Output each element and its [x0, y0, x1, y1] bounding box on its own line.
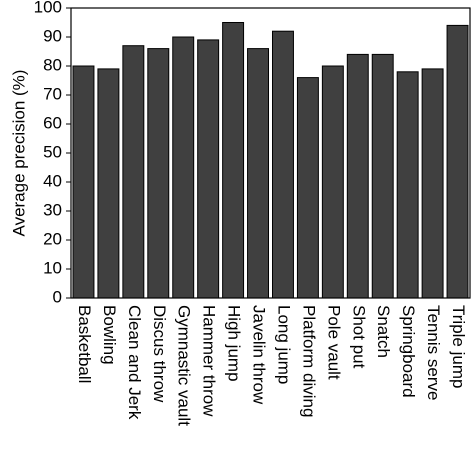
bar	[72, 65, 95, 299]
x-tick-label: Discus throw	[150, 305, 169, 403]
x-tick-label: Tennis serve	[424, 305, 443, 400]
y-tick-label: 60	[43, 113, 62, 132]
bar	[197, 39, 220, 299]
y-axis-label: Average precision (%)	[9, 70, 28, 237]
y-tick-label: 90	[43, 26, 62, 45]
bar	[396, 71, 419, 299]
bar	[321, 65, 344, 299]
x-tick-label: Triple jump	[449, 305, 468, 388]
y-tick-label: 20	[43, 229, 62, 248]
bar	[346, 53, 369, 299]
y-tick-label: 0	[53, 287, 62, 306]
y-tick-label: 70	[43, 84, 62, 103]
bar	[147, 48, 170, 299]
x-tick-label: Clean and Jerk	[125, 305, 144, 420]
bar	[122, 45, 145, 299]
x-tick-label: Shot put	[349, 305, 368, 369]
x-tick-label: Basketball	[75, 305, 94, 383]
x-tick-label: Snatch	[374, 305, 393, 358]
y-tick-label: 80	[43, 55, 62, 74]
bar	[97, 68, 120, 299]
x-tick-label: Platform diving	[299, 305, 318, 417]
y-tick-label: 100	[34, 0, 62, 16]
y-tick-label: 10	[43, 258, 62, 277]
y-tick-label: 40	[43, 171, 62, 190]
bar	[222, 22, 245, 299]
y-tick-label: 50	[43, 142, 62, 161]
x-tick-label: Gymnastic vault	[175, 305, 194, 426]
bar	[371, 53, 394, 299]
bar	[247, 48, 270, 299]
plot-frame	[70, 7, 471, 299]
bar	[172, 36, 195, 299]
y-tick-label: 30	[43, 200, 62, 219]
x-tick-label: Javelin throw	[250, 305, 269, 405]
x-tick-label: Bowling	[100, 305, 119, 365]
bar	[421, 68, 444, 299]
bar	[271, 30, 294, 299]
x-tick-label: Long jump	[274, 305, 293, 384]
x-tick-label: Springboard	[399, 305, 418, 398]
bar	[296, 77, 319, 299]
x-tick-label: Hammer throw	[200, 305, 219, 417]
bar	[446, 24, 469, 299]
x-tick-label: Pole vault	[324, 305, 343, 380]
x-tick-label: High jump	[225, 305, 244, 382]
